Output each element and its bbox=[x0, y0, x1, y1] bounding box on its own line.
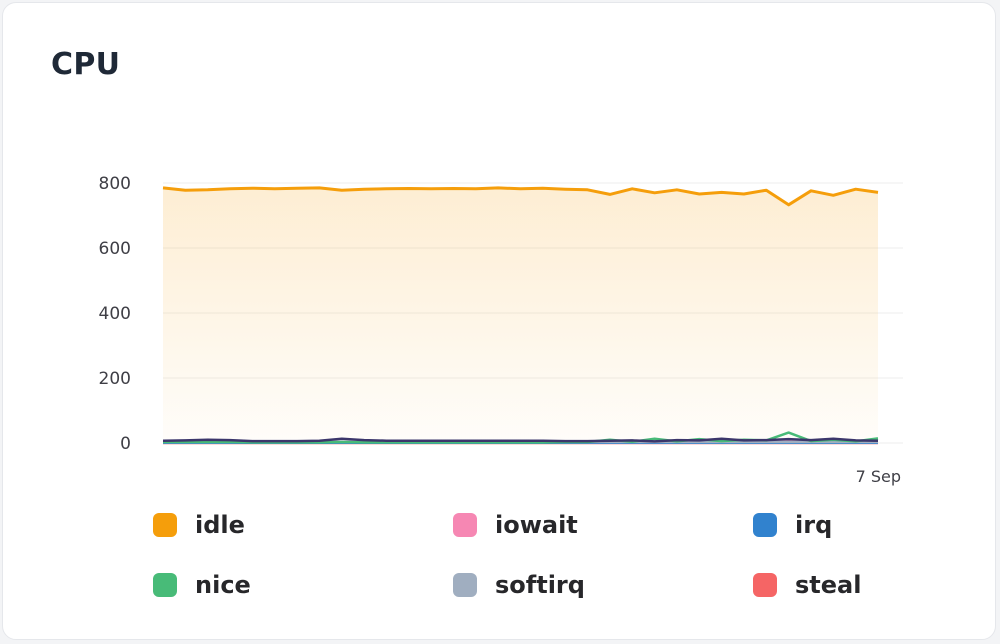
legend-item-idle[interactable]: idle bbox=[153, 511, 245, 539]
x-tick-label: 7 Sep bbox=[856, 467, 901, 486]
x-axis-ticks: 7 Sep bbox=[856, 467, 901, 486]
y-axis-ticks: 0 200 400 600 800 bbox=[99, 174, 131, 454]
legend-swatch-idle bbox=[153, 513, 177, 537]
legend-item-softirq[interactable]: softirq bbox=[453, 571, 585, 599]
y-tick-label: 400 bbox=[99, 304, 131, 324]
legend-swatch-steal bbox=[753, 573, 777, 597]
series-area-idle bbox=[163, 187, 878, 443]
chart-legend: idle iowait irq nice softirq steal bbox=[153, 511, 913, 621]
legend-label: iowait bbox=[495, 511, 578, 539]
legend-label: idle bbox=[195, 511, 245, 539]
legend-swatch-iowait bbox=[453, 513, 477, 537]
series-line-series-6 bbox=[162, 437, 879, 443]
card-title: CPU bbox=[51, 47, 121, 82]
series-lines bbox=[162, 186, 879, 445]
series-line-idle bbox=[162, 186, 879, 207]
legend-item-iowait[interactable]: iowait bbox=[453, 511, 578, 539]
legend-swatch-irq bbox=[753, 513, 777, 537]
cpu-line-chart: 0 200 400 600 800 7 Sep bbox=[99, 174, 903, 486]
legend-item-nice[interactable]: nice bbox=[153, 571, 251, 599]
legend-label: nice bbox=[195, 571, 251, 599]
y-tick-label: 200 bbox=[99, 369, 131, 389]
y-tick-label: 0 bbox=[120, 434, 131, 454]
y-tick-label: 800 bbox=[99, 174, 131, 194]
legend-swatch-nice bbox=[153, 573, 177, 597]
legend-item-steal[interactable]: steal bbox=[753, 571, 861, 599]
y-tick-label: 600 bbox=[99, 239, 131, 259]
legend-item-irq[interactable]: irq bbox=[753, 511, 832, 539]
legend-label: irq bbox=[795, 511, 833, 539]
legend-label: steal bbox=[795, 571, 862, 599]
legend-label: softirq bbox=[495, 571, 585, 599]
legend-swatch-softirq bbox=[453, 573, 477, 597]
